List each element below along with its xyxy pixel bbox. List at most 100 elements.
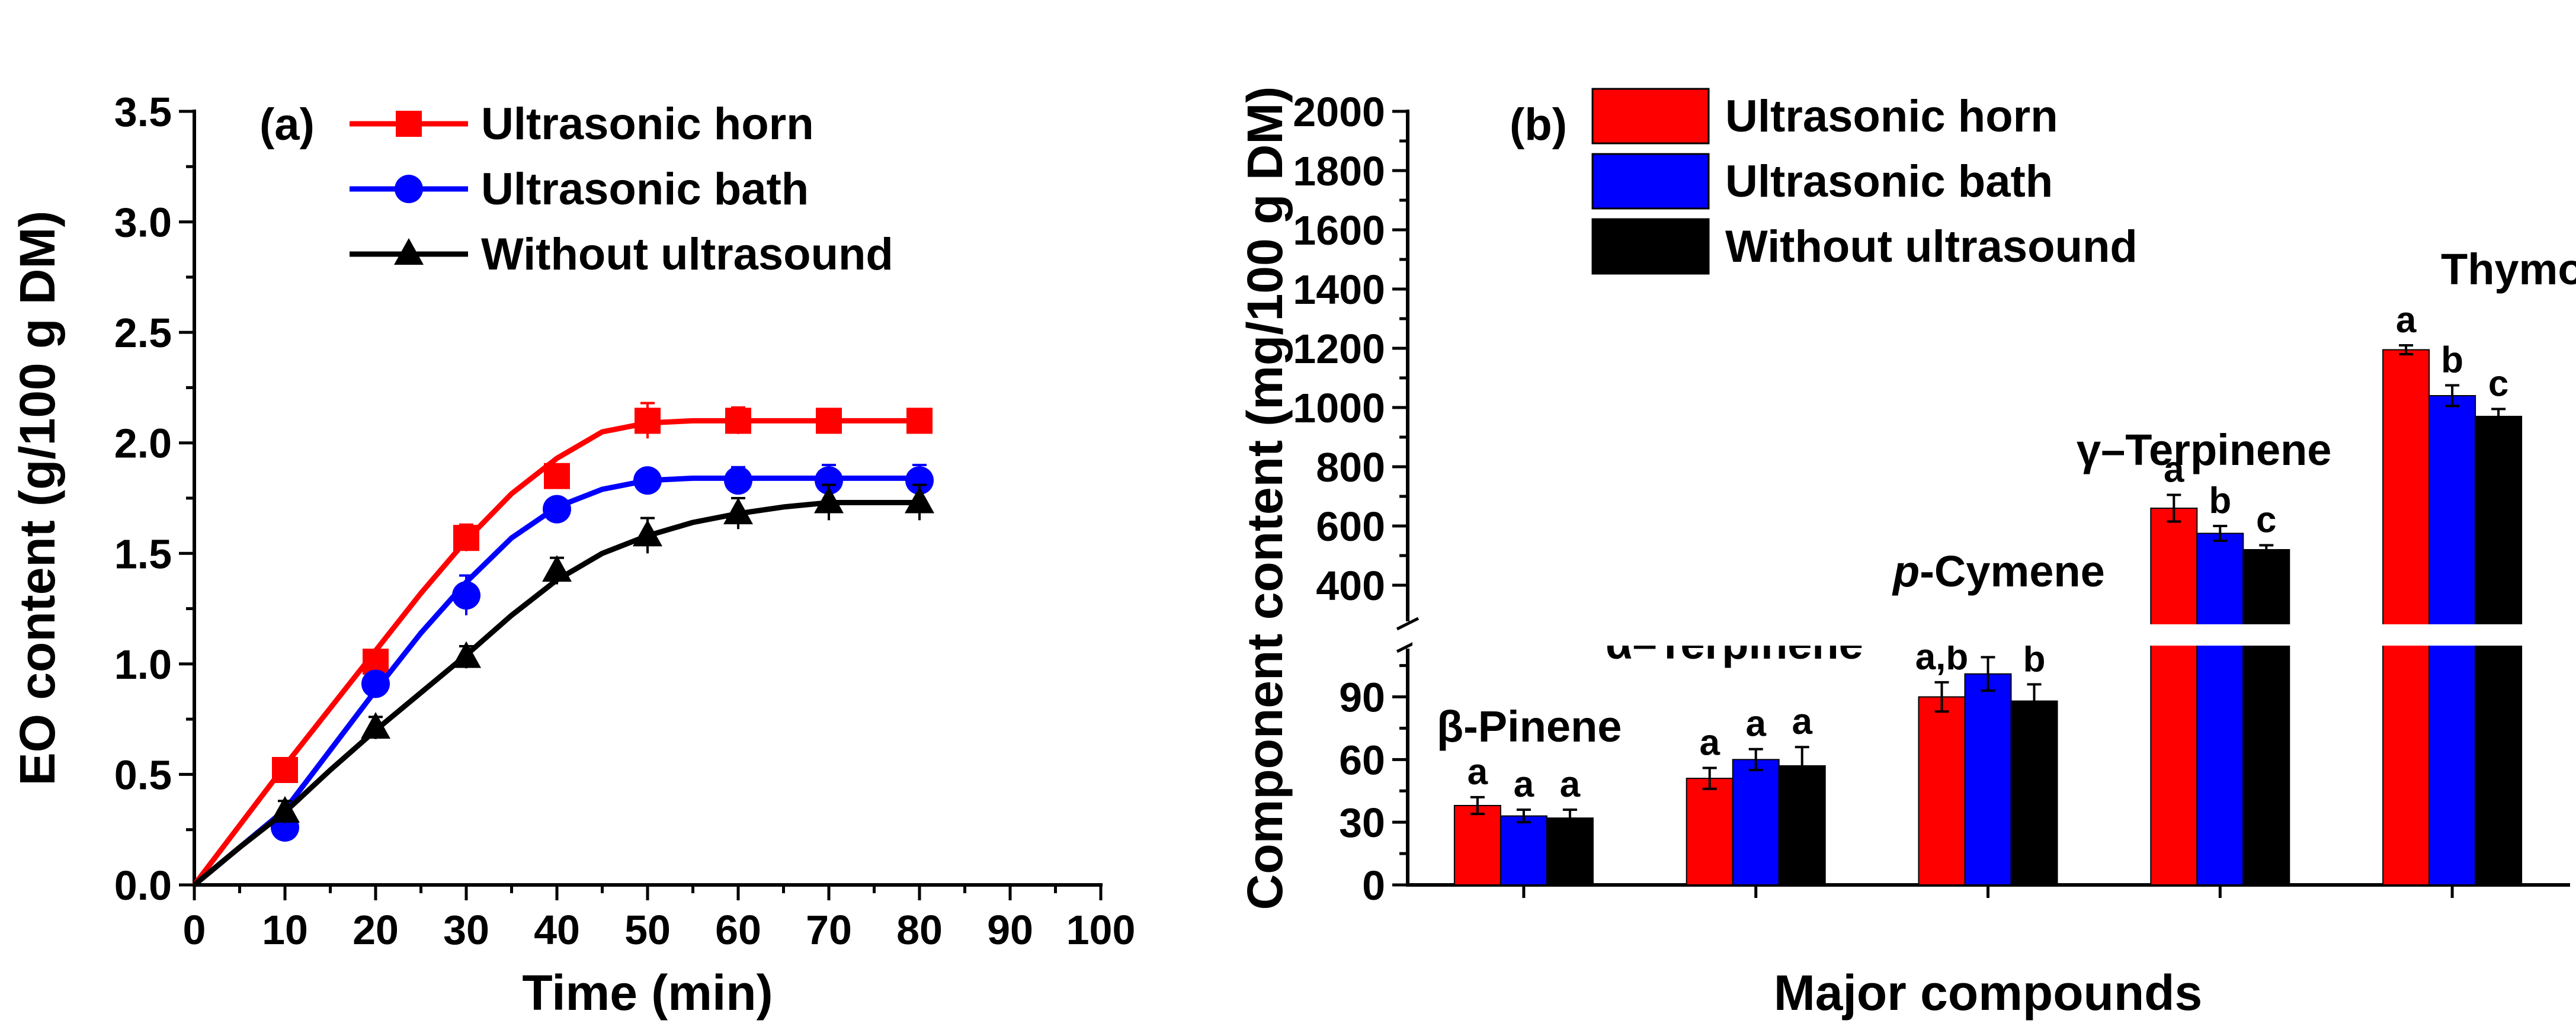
significance-letter: a	[1560, 764, 1581, 805]
y-tick-label: 2.5	[114, 310, 172, 356]
significance-letter: a	[1745, 704, 1766, 745]
legend-marker	[395, 175, 423, 203]
x-tick-label: 70	[806, 907, 852, 953]
data-point	[816, 408, 842, 434]
compound-label-name: β-Pinene	[1437, 702, 1622, 751]
axis-break-band	[1412, 624, 2568, 646]
legend-label: Ultrasonic bath	[1725, 156, 2053, 207]
series-line	[192, 418, 919, 887]
compound-label: β-Pinene	[1437, 702, 1622, 751]
y-tick-label: 1.5	[114, 531, 172, 577]
y-tick-label: 1800	[1293, 148, 1385, 194]
y-axis-title: Component content (mg/100 g DM)	[1237, 86, 1293, 910]
significance-letter: a	[2396, 300, 2417, 341]
legend-swatch	[1591, 218, 1710, 275]
y-tick-label: 0.0	[114, 862, 172, 909]
data-point	[814, 486, 844, 514]
data-point	[361, 669, 390, 698]
legend-label: Without ultrasound	[481, 229, 893, 280]
bar	[1964, 673, 2012, 886]
data-point	[635, 408, 661, 434]
legend-label: Ultrasonic bath	[481, 164, 809, 214]
bar	[2150, 508, 2198, 886]
compound-label: Thymol	[2441, 245, 2576, 294]
compound-label-name: -Cymene	[1920, 547, 2105, 596]
legend-marker	[394, 238, 424, 265]
compound-label-prefix: p	[1892, 547, 1920, 596]
legend-label: Ultrasonic horn	[1725, 91, 2058, 142]
data-point	[905, 466, 934, 495]
legend-swatch	[1591, 88, 1710, 145]
compound-label-name: γ–Terpinene	[2077, 425, 2331, 474]
y-tick-label: 1.0	[114, 641, 172, 688]
significance-letter: b	[2441, 340, 2463, 381]
data-point	[270, 795, 300, 823]
data-point	[543, 495, 571, 524]
y-tick-label: 90	[1339, 675, 1385, 721]
significance-letter: a	[1699, 722, 1720, 763]
legend-label: Ultrasonic horn	[481, 99, 814, 149]
x-axis-title: Time (min)	[522, 965, 773, 1021]
x-tick-label: 20	[353, 907, 399, 953]
y-tick-label: 0	[1362, 862, 1385, 909]
significance-letter: a	[1792, 701, 1812, 742]
x-tick-label: 40	[534, 907, 580, 953]
legend-swatch	[1591, 153, 1710, 210]
y-tick-label: 3.0	[114, 200, 172, 246]
data-point	[633, 519, 662, 547]
bar	[2196, 532, 2244, 886]
y-tick-label: 2000	[1293, 89, 1385, 135]
bar	[2010, 700, 2058, 886]
x-tick-label: 100	[1066, 907, 1136, 953]
data-point	[906, 408, 933, 434]
bar	[2382, 349, 2430, 886]
data-point	[723, 498, 753, 525]
legend-marker	[396, 111, 422, 137]
y-tick-label: 800	[1316, 444, 1385, 490]
panel-label-b: (b)	[1510, 100, 1567, 150]
bar	[1918, 696, 1966, 886]
x-tick-label: 30	[443, 907, 489, 953]
x-tick-label: 80	[896, 907, 943, 953]
significance-letter: c	[2256, 500, 2276, 541]
data-point	[452, 581, 480, 610]
compound-label: p-Cymene	[1892, 547, 2105, 596]
data-point	[905, 486, 934, 514]
legend-label: Without ultrasound	[1725, 222, 2138, 272]
panel-label-a: (a)	[259, 100, 315, 150]
y-tick-label: 400	[1316, 563, 1385, 609]
x-tick-label: 60	[715, 907, 761, 953]
y-tick-label: 30	[1339, 800, 1385, 846]
y-tick-label: 1600	[1293, 207, 1385, 254]
data-point	[724, 466, 752, 495]
data-point	[542, 555, 572, 582]
bar	[1500, 815, 1547, 886]
data-point	[725, 408, 751, 434]
x-tick-label: 50	[624, 907, 671, 953]
significance-letter: a	[1468, 752, 1488, 793]
significance-letter: a	[1514, 764, 1534, 805]
series-line	[193, 475, 919, 887]
data-point	[633, 466, 662, 495]
axis-break-mark	[1396, 617, 1420, 631]
data-point	[453, 525, 479, 551]
significance-letter: a	[2164, 450, 2184, 490]
compound-label-name: Thymol	[2441, 245, 2576, 294]
x-axis-title: Major compounds	[1774, 965, 2202, 1021]
x-tick-label: 10	[262, 907, 308, 953]
significance-letter: c	[2488, 364, 2508, 405]
y-axis-title: EO content (g/100 g DM)	[9, 211, 65, 786]
y-tick-label: 1200	[1293, 326, 1385, 372]
y-tick-label: 0.5	[114, 752, 172, 798]
data-point	[815, 466, 843, 495]
x-tick-label: 90	[987, 907, 1033, 953]
data-point	[361, 712, 390, 739]
bar	[1546, 817, 1594, 886]
y-tick-label: 2.0	[114, 421, 172, 467]
y-tick-label: 3.5	[114, 89, 172, 135]
data-point	[544, 463, 570, 489]
bar	[1686, 778, 1734, 886]
bar	[1453, 804, 1501, 886]
